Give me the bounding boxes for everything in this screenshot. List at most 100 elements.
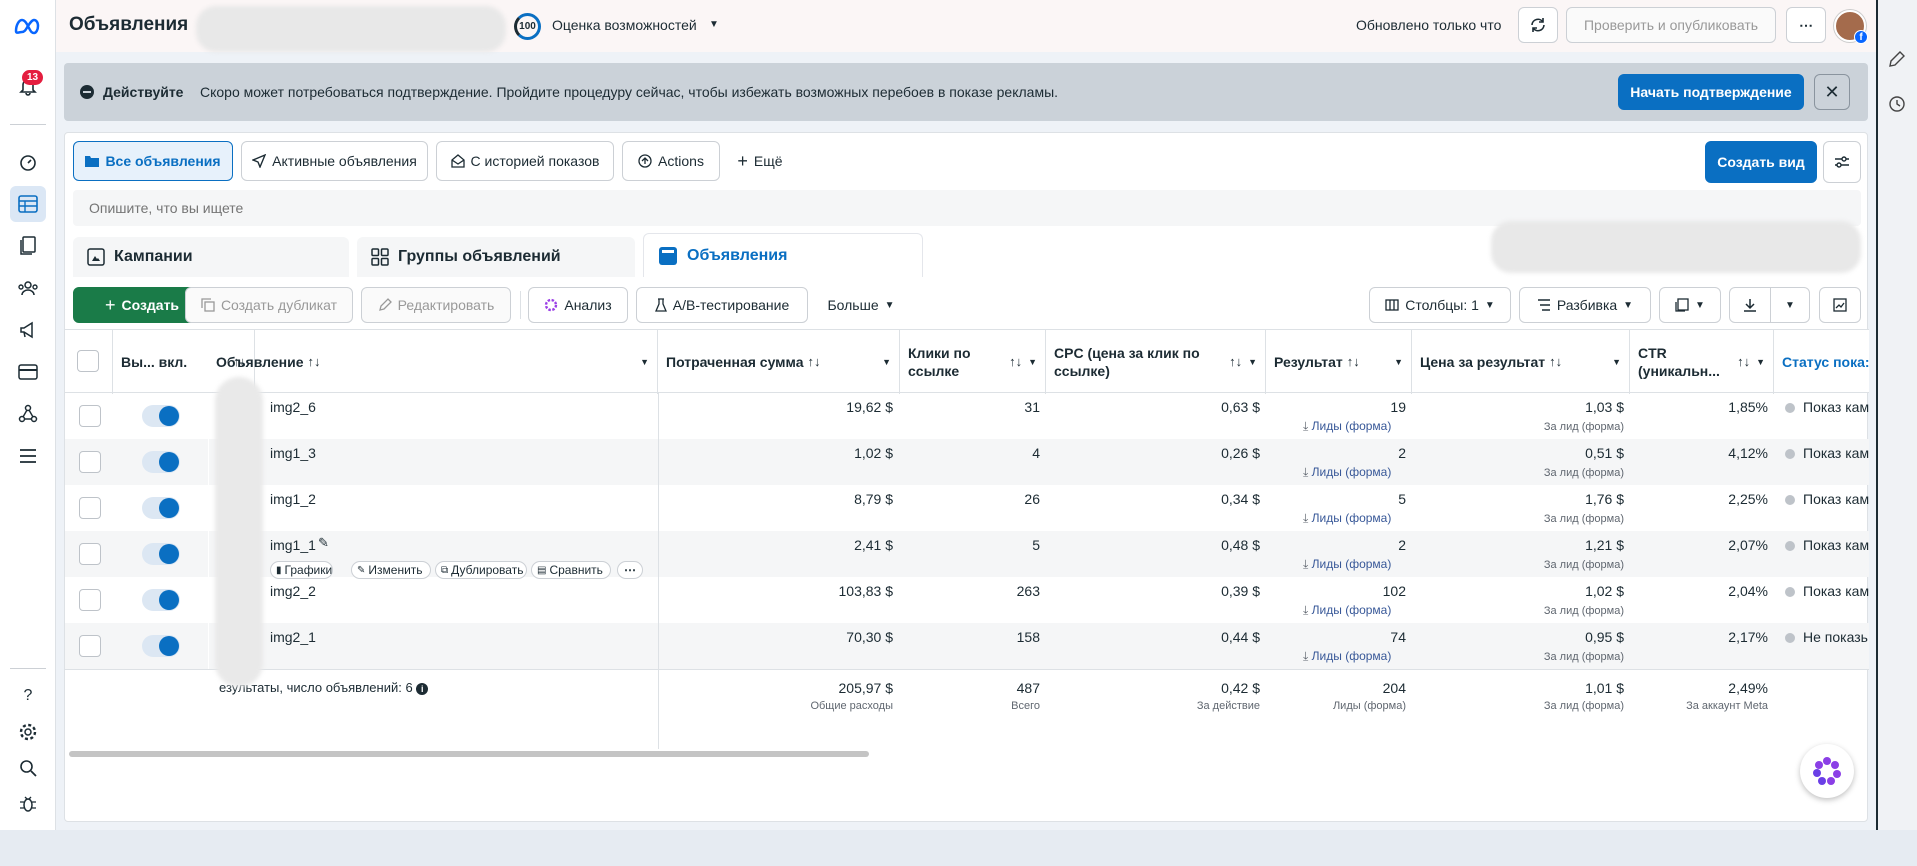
result-type-link[interactable]: ⤓ Лиды (форма)	[1303, 649, 1392, 663]
row-checkbox[interactable]	[79, 543, 101, 565]
more-options-button[interactable]: ⋯	[1786, 7, 1826, 43]
columns-button[interactable]: Столбцы: 1 ▼	[1369, 287, 1511, 323]
chevron-down-icon[interactable]: ▼	[1394, 357, 1403, 367]
table-row[interactable]: img1_3 1,02 $ 4 0,26 $ 2 ⤓ Лиды (форма) 0,51 $…	[65, 439, 1869, 485]
chevron-down-icon[interactable]: ▼	[1756, 357, 1765, 367]
row-action-button[interactable]: ⧉ Дублировать	[435, 561, 527, 579]
refresh-button[interactable]	[1518, 7, 1558, 43]
result-type-link[interactable]: ⤓ Лиды (форма)	[1303, 603, 1392, 617]
account-selector-redacted[interactable]	[196, 6, 506, 52]
row-onoff-toggle[interactable]	[142, 405, 180, 427]
table-row[interactable]: img1_1 ✎ ▮ Графики ✎ Изменить ⧉ Дублировать ▤ Сра…	[65, 531, 1869, 579]
sort-icon[interactable]: ↑↓	[1346, 354, 1360, 369]
row-onoff-toggle[interactable]	[142, 543, 180, 565]
report-bug-icon[interactable]	[10, 786, 46, 822]
tab-more[interactable]: + Ещё	[728, 141, 792, 181]
edit-button[interactable]: Редактировать	[361, 287, 511, 323]
meta-logo-icon[interactable]	[10, 8, 46, 44]
view-settings-button[interactable]	[1823, 141, 1861, 183]
settings-gear-icon[interactable]	[10, 714, 46, 750]
sort-icon[interactable]: ↑↓	[1009, 354, 1023, 369]
tab-active-ads[interactable]: Активные объявления	[241, 141, 428, 181]
select-all-checkbox[interactable]	[77, 350, 99, 372]
sort-icon[interactable]: ↑↓	[1737, 354, 1751, 369]
search-icon[interactable]	[10, 750, 46, 786]
info-icon[interactable]: i	[416, 683, 429, 695]
header-amount-spent[interactable]: Потраченная сумма ↑↓ ▼	[658, 330, 900, 394]
sort-icon[interactable]: ↑↓	[307, 354, 321, 369]
help-question-icon[interactable]: ?	[23, 687, 33, 704]
export-options-chevron-down-icon[interactable]: ▼	[1770, 287, 1810, 323]
header-ctr[interactable]: CTR (уникальн... ↑↓ ▼	[1630, 330, 1774, 394]
row-checkbox[interactable]	[79, 497, 101, 519]
breakdown-button[interactable]: Разбивка ▼	[1519, 287, 1651, 323]
audiences-people-icon[interactable]	[10, 270, 46, 306]
chevron-down-icon[interactable]: ▼	[709, 19, 719, 30]
row-action-button[interactable]: ▮ Графики	[270, 561, 333, 579]
tab-ads[interactable]: Объявления	[643, 233, 923, 277]
duplicate-button[interactable]: Создать дубликат	[185, 287, 353, 323]
avatar[interactable]: f	[1834, 10, 1868, 44]
search-input[interactable]	[73, 190, 1861, 226]
sort-icon[interactable]: ↑↓	[233, 354, 246, 369]
row-checkbox[interactable]	[79, 405, 101, 427]
dashboard-gauge-icon[interactable]	[10, 144, 46, 180]
header-result[interactable]: Результат ↑↓ ▼	[1266, 330, 1412, 394]
horizontal-scrollbar[interactable]	[69, 751, 869, 757]
row-action-button[interactable]: ✎ Изменить	[351, 561, 431, 579]
row-onoff-toggle[interactable]	[142, 635, 180, 657]
header-onoff[interactable]: Вы... вкл. ↑↓	[113, 330, 255, 394]
billing-card-icon[interactable]	[10, 354, 46, 390]
row-onoff-toggle[interactable]	[142, 451, 180, 473]
create-view-button[interactable]: Создать вид	[1705, 141, 1817, 183]
start-verification-button[interactable]: Начать подтверждение	[1618, 74, 1804, 110]
edit-pencil-icon[interactable]	[1888, 50, 1908, 70]
result-type-link[interactable]: ⤓ Лиды (форма)	[1303, 465, 1392, 479]
result-type-link[interactable]: ⤓ Лиды (форма)	[1303, 511, 1392, 525]
analysis-button[interactable]: Анализ	[528, 287, 628, 323]
tab-actions[interactable]: Actions	[622, 141, 720, 181]
ad-name[interactable]: img1_1	[270, 537, 316, 553]
header-link-clicks[interactable]: Клики по ссылке ↑↓ ▼	[900, 330, 1046, 394]
row-checkbox[interactable]	[79, 635, 101, 657]
row-action-button[interactable]: ▤ Сравнить	[531, 561, 611, 579]
chevron-down-icon[interactable]: ▼	[640, 357, 649, 367]
row-checkbox[interactable]	[79, 451, 101, 473]
campaign-megaphone-icon[interactable]	[10, 312, 46, 348]
ai-assistant-button[interactable]	[1800, 744, 1854, 798]
row-more-actions-icon[interactable]: ⋯	[617, 561, 643, 579]
date-range-redacted[interactable]	[1491, 221, 1861, 273]
header-ad-name[interactable]: Объявление ↑↓ ▼	[208, 330, 658, 394]
row-onoff-toggle[interactable]	[142, 497, 180, 519]
review-publish-button[interactable]: Проверить и опубликовать	[1566, 7, 1776, 43]
header-delivery-status[interactable]: Статус пока:	[1774, 330, 1870, 394]
header-cost-per-result[interactable]: Цена за результат ↑↓ ▼	[1412, 330, 1630, 394]
history-clock-icon[interactable]	[1888, 95, 1908, 115]
chevron-down-icon[interactable]: ▼	[1028, 357, 1037, 367]
ad-name[interactable]: img2_2	[270, 583, 316, 599]
chevron-down-icon[interactable]: ▼	[1612, 357, 1621, 367]
sort-icon[interactable]: ↑↓	[1229, 354, 1243, 369]
tab-ad-sets[interactable]: Группы объявлений	[357, 237, 635, 277]
ads-manager-table-icon[interactable]	[10, 186, 46, 222]
table-row[interactable]: img2_6 19,62 $ 31 0,63 $ 19 ⤓ Лиды (форма) 1,0…	[65, 393, 1869, 439]
table-row[interactable]: img2_1 70,30 $ 158 0,44 $ 74 ⤓ Лиды (форма) 0,…	[65, 623, 1869, 669]
opportunity-score-badge[interactable]: 100	[514, 13, 541, 40]
result-type-link[interactable]: ⤓ Лиды (форма)	[1303, 557, 1392, 571]
pages-documents-icon[interactable]	[10, 228, 46, 264]
result-type-link[interactable]: ⤓ Лиды (форма)	[1303, 419, 1392, 433]
export-button[interactable]	[1729, 287, 1771, 323]
tab-all-ads[interactable]: Все объявления	[73, 141, 233, 181]
ab-test-button[interactable]: A/B-тестирование	[636, 287, 808, 323]
charts-toggle-button[interactable]	[1819, 287, 1861, 323]
more-actions-button[interactable]: Больше ▼	[816, 287, 906, 323]
chevron-down-icon[interactable]: ▼	[882, 357, 891, 367]
chevron-down-icon[interactable]: ▼	[1248, 357, 1257, 367]
row-onoff-toggle[interactable]	[142, 589, 180, 611]
ad-name[interactable]: img2_1	[270, 629, 316, 645]
ad-name[interactable]: img1_3	[270, 445, 316, 461]
rename-pencil-icon[interactable]: ✎	[318, 535, 329, 550]
header-cpc[interactable]: CPC (цена за клик по ссылке) ↑↓ ▼	[1046, 330, 1266, 394]
opportunity-score-label[interactable]: Оценка возможностей	[552, 17, 697, 33]
ad-name[interactable]: img2_6	[270, 399, 316, 415]
